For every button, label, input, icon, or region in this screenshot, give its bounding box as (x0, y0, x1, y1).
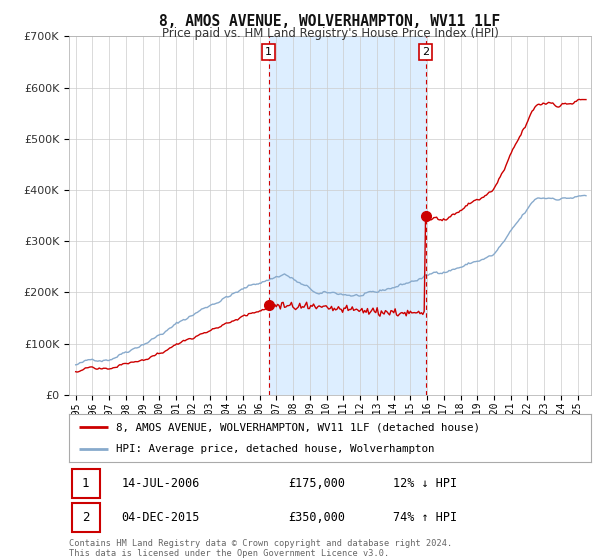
Text: 2: 2 (82, 511, 89, 524)
Text: 74% ↑ HPI: 74% ↑ HPI (392, 511, 457, 524)
Text: £350,000: £350,000 (288, 511, 345, 524)
Text: 1: 1 (82, 477, 89, 491)
Text: 12% ↓ HPI: 12% ↓ HPI (392, 477, 457, 491)
Text: 8, AMOS AVENUE, WOLVERHAMPTON, WV11 1LF: 8, AMOS AVENUE, WOLVERHAMPTON, WV11 1LF (160, 14, 500, 29)
FancyBboxPatch shape (71, 503, 100, 532)
Bar (269, 36, 426, 395)
Text: 1: 1 (265, 47, 272, 57)
Text: 14-JUL-2006: 14-JUL-2006 (121, 477, 200, 491)
FancyBboxPatch shape (71, 469, 100, 498)
Text: Contains HM Land Registry data © Crown copyright and database right 2024.
This d: Contains HM Land Registry data © Crown c… (69, 539, 452, 558)
Text: 2: 2 (422, 47, 429, 57)
Text: £175,000: £175,000 (288, 477, 345, 491)
Text: 04-DEC-2015: 04-DEC-2015 (121, 511, 200, 524)
Text: Price paid vs. HM Land Registry's House Price Index (HPI): Price paid vs. HM Land Registry's House … (161, 27, 499, 40)
Text: 8, AMOS AVENUE, WOLVERHAMPTON, WV11 1LF (detached house): 8, AMOS AVENUE, WOLVERHAMPTON, WV11 1LF … (116, 422, 480, 432)
Text: HPI: Average price, detached house, Wolverhampton: HPI: Average price, detached house, Wolv… (116, 444, 434, 454)
